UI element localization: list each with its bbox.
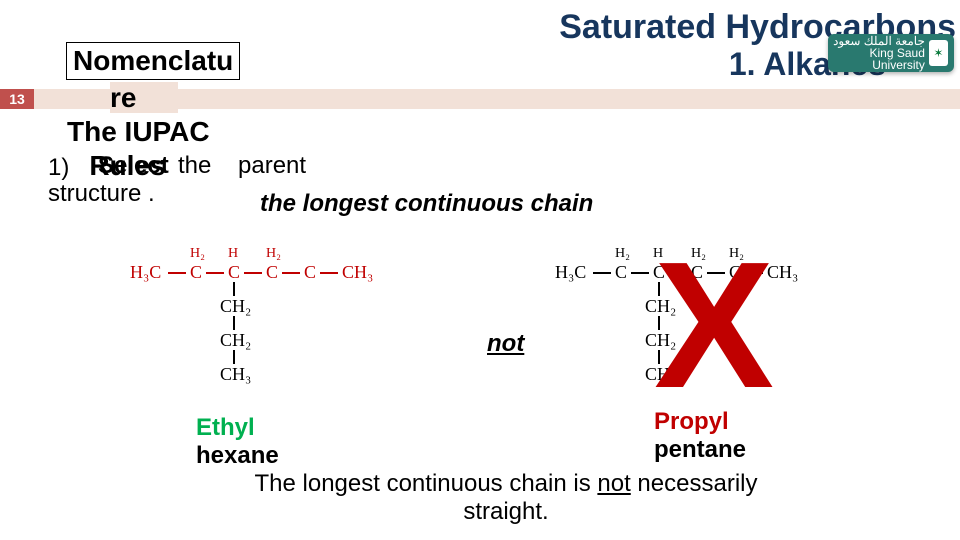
name-ethyl: Ethyl [196, 414, 255, 442]
bond [233, 350, 235, 364]
rule-number: 1) [48, 154, 69, 181]
rule-select: Select [98, 152, 169, 179]
atom-c: C [228, 262, 240, 283]
bond [282, 272, 300, 274]
molecule-left: H₃C H₂ C H C H₂ C C CH₃ CH₂ CH₂ CH₃ [130, 240, 450, 390]
name-hexane: hexane [196, 442, 279, 470]
page-number: 13 [0, 89, 34, 109]
bond [233, 282, 235, 296]
atom-h3c: H₃C [555, 262, 586, 283]
logo-text: جامعة الملك سعود King Saud University [828, 35, 925, 71]
bottom-l1b: necessarily [631, 470, 758, 497]
atom-c: C [615, 262, 627, 283]
rule-line-1: 1) RulesSelect the parent [48, 150, 166, 182]
bond [233, 316, 235, 330]
rule-parent: parent [238, 152, 306, 180]
logo-en: King Saud University [828, 47, 925, 71]
atom-ch2: CH₂ [220, 330, 251, 351]
heading-iupac: The IUPAC [60, 113, 217, 151]
atom-h2: H₂ [190, 246, 205, 262]
rule-structure: structure . [48, 180, 155, 208]
bond [593, 272, 611, 274]
atom-c: C [266, 262, 278, 283]
rule-the: the [178, 152, 211, 180]
bottom-note: The longest continuous chain is not nece… [196, 470, 816, 526]
atom-h2: H₂ [615, 246, 630, 262]
not-label: not [487, 330, 524, 358]
bottom-l1a: The longest continuous chain is [255, 470, 598, 497]
heading-nomenclature-2: re [110, 82, 178, 114]
bond [168, 272, 186, 274]
bond [320, 272, 338, 274]
big-x-mark: X [654, 222, 774, 429]
name-pentane: pentane [654, 436, 746, 464]
bond [206, 272, 224, 274]
bottom-l2: straight. [463, 498, 548, 525]
atom-ch3: CH₃ [342, 262, 373, 283]
atom-h3c: H₃C [130, 262, 161, 283]
university-logo: جامعة الملك سعود King Saud University ✶ [828, 34, 954, 72]
bottom-not: not [597, 470, 630, 497]
name-propyl: Propyl [654, 408, 729, 436]
atom-c: C [304, 262, 316, 283]
atom-c: C [190, 262, 202, 283]
logo-badge: ✶ [929, 40, 948, 66]
atom-ch3: CH₃ [220, 364, 251, 385]
bond [244, 272, 262, 274]
bond [631, 272, 649, 274]
atom-h: H [228, 246, 238, 262]
atom-ch2: CH₂ [220, 296, 251, 317]
longest-chain-text: the longest continuous chain [260, 190, 593, 218]
atom-h2: H₂ [266, 246, 281, 262]
heading-nomenclature-1: Nomenclatu [66, 42, 240, 80]
